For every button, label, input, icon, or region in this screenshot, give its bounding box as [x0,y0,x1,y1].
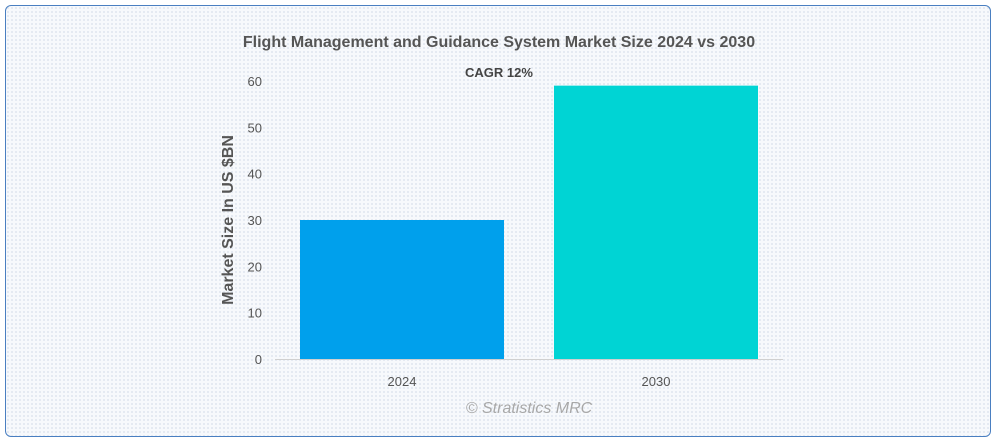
y-tick-label: 0 [255,352,262,367]
y-tick-label: 50 [248,120,262,135]
x-tick-label: 2030 [642,374,671,389]
watermark: © Stratistics MRC [466,400,593,417]
x-tick-label: 2024 [388,374,417,389]
y-tick-label: 40 [248,167,262,182]
y-tick-label: 20 [248,259,262,274]
y-axis: 0 10 20 30 40 50 60 [248,74,262,367]
y-tick-label: 10 [248,306,262,321]
bar-2024 [300,220,504,359]
y-tick-label: 60 [248,74,262,89]
y-tick-label: 30 [248,213,262,228]
bars [300,85,758,359]
chart-title: Flight Management and Guidance System Ma… [243,34,755,51]
y-axis-label: Market Size In US $BN [220,135,237,305]
x-axis: 2024 2030 [388,374,671,389]
bar-2030 [554,85,758,359]
cagr-annotation: CAGR 12% [465,65,533,80]
